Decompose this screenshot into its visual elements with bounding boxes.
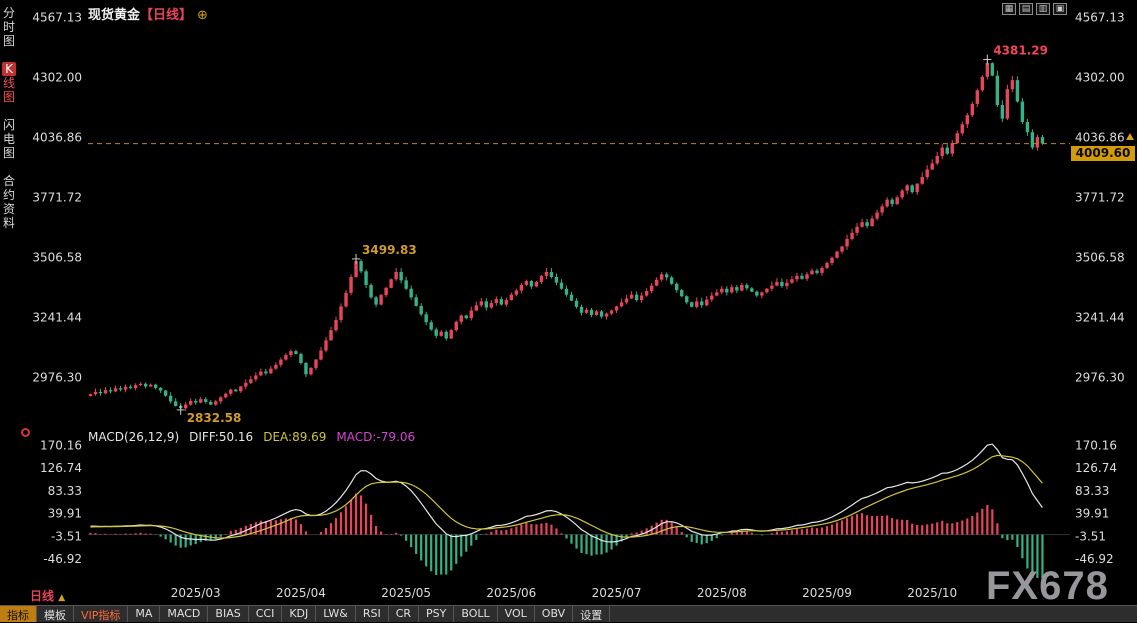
macd-tick-right: 170.16 [1075,439,1117,453]
indicator-marker-icon[interactable] [21,428,30,437]
macd-tick-right: 83.33 [1075,484,1109,498]
last-price-tag: 4009.60 [1071,146,1135,161]
diff-line [90,443,1043,543]
price-tick-left: 2976.30 [32,370,82,384]
chart-title-row: 现货黄金【日线】 ⊕ [88,4,208,23]
price-tick-left: 3771.72 [32,190,82,204]
tab-cci[interactable]: CCI [249,606,283,622]
macd-header: MACD(26,12,9) DIFF:50.16 DEA:89.69 MACD:-79… [88,430,425,444]
macd-tick-left: 170.16 [40,439,82,453]
fx678-watermark: FX678 [986,564,1109,608]
tab-psy[interactable]: PSY [419,606,455,622]
tab-vol[interactable]: VOL [498,606,535,622]
tab-lw[interactable]: LW& [316,606,356,622]
price-tick-left: 3241.44 [32,310,82,324]
price-annotation: 4381.29 [993,43,1048,57]
x-axis-label: 2025/10 [907,586,957,600]
macd-params-label: MACD(26,12,9) [88,430,180,444]
tab-ma[interactable]: MA [128,606,161,622]
tab-cr[interactable]: CR [389,606,420,622]
price-tick-left: 4567.13 [32,10,82,24]
price-tick-left: 4302.00 [32,70,82,84]
price-tick-right: 4567.13 [1075,10,1125,24]
price-tick-right: 4302.00 [1075,70,1125,84]
indicator-toolbar: 指标 模板 VIP指标 MA MACD BIAS CCI KDJ LW& RSI CR PSY BOLL… [0,605,1137,622]
tab-bias[interactable]: BIAS [208,606,249,622]
window-layout-icons: ▦ ▤ ▥ ▣ [1002,3,1067,15]
dea-line [90,454,1043,539]
tab-kdj[interactable]: KDJ [282,606,317,622]
macd-layer[interactable] [88,443,1070,583]
price-tick-right: 3771.72 [1075,190,1125,204]
tab-boll[interactable]: BOLL [454,606,498,622]
tab-rsi[interactable]: RSI [356,606,389,622]
settings-icon[interactable]: ⊕ [197,8,208,23]
period-selector[interactable]: 日线 ▲ [30,587,65,604]
x-axis-label: 2025/05 [381,586,431,600]
sidebar-item-lightning-chart[interactable]: 闪电图 [2,118,15,160]
x-axis-label: 2025/09 [802,586,852,600]
macd-tick-right: 39.91 [1075,507,1109,521]
instrument-title: 现货黄金 [88,8,141,23]
period-label: 日线 [30,589,55,603]
macd-tick-right: 126.74 [1075,461,1117,475]
layout-left-icon[interactable]: ▤ [1019,3,1033,15]
candles-layer[interactable] [88,59,1045,411]
price-up-arrow-icon [1126,133,1134,140]
macd-tick-right: -3.51 [1075,529,1106,543]
tab-macd[interactable]: MACD [160,606,209,622]
layout-quad-icon[interactable]: ▣ [1053,3,1067,15]
x-axis-label: 2025/06 [486,586,536,600]
sidebar-item-time-chart[interactable]: 分时图 [2,6,15,48]
price-tick-left: 4036.86 [32,130,82,144]
price-tick-right: 3241.44 [1075,310,1125,324]
macd-diff-value: DIFF:50.16 [189,430,254,444]
x-axis-label: 2025/03 [171,586,221,600]
period-arrow-icon: ▲ [58,593,66,603]
price-annotation: 3499.83 [362,243,417,257]
macd-hist-value: MACD:-79.06 [336,430,416,444]
layout-right-icon[interactable]: ▥ [1036,3,1050,15]
price-tick-left: 3506.58 [32,250,82,264]
tab-settings[interactable]: 设置 [573,606,611,622]
macd-tick-left: -3.51 [51,529,82,543]
price-tick-right: 4036.86 [1075,130,1125,144]
sidebar-item-contract-info[interactable]: 合约资料 [2,174,15,230]
macd-dea-value: DEA:89.69 [263,430,327,444]
period-tag: 【日线】 [140,8,193,23]
macd-tick-left: 126.74 [40,461,82,475]
macd-tick-left: -46.92 [43,552,82,566]
macd-tick-left: 83.33 [48,484,82,498]
x-axis-label: 2025/08 [697,586,747,600]
x-axis-label: 2025/04 [276,586,326,600]
price-tick-right: 3506.58 [1075,250,1125,264]
layout-grid-icon[interactable]: ▦ [1002,3,1016,15]
tab-obv[interactable]: OBV [535,606,574,622]
tab-vip-indicators[interactable]: VIP指标 [74,606,129,622]
tab-indicators[interactable]: 指标 [0,606,37,622]
macd-tick-right: -46.92 [1075,552,1114,566]
tab-templates[interactable]: 模板 [37,606,74,622]
macd-tick-left: 39.91 [48,507,82,521]
price-annotation: 2832.58 [187,411,242,425]
x-axis-label: 2025/07 [592,586,642,600]
price-tick-right: 2976.30 [1075,370,1125,384]
